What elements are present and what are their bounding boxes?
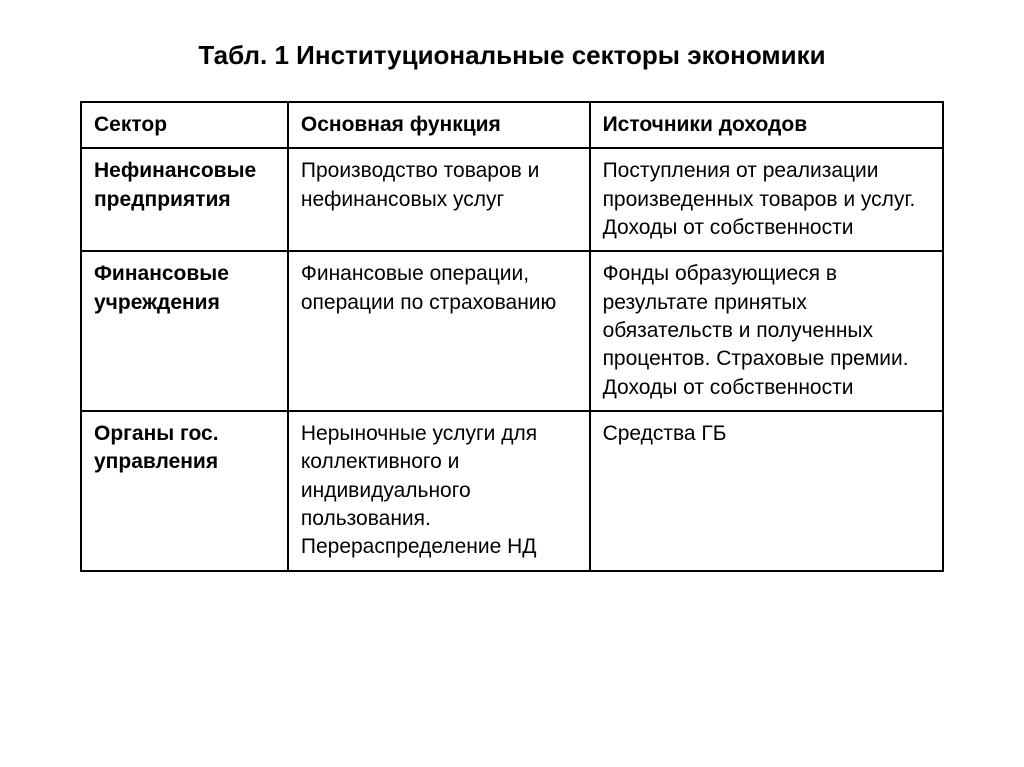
- table-title: Табл. 1 Институциональные секторы эконом…: [80, 40, 944, 71]
- table-row: Финансовые учреждения Финансовые операци…: [81, 251, 943, 411]
- column-header-income: Источники доходов: [590, 102, 943, 148]
- cell-income: Фонды образующиеся в результате принятых…: [590, 251, 943, 411]
- cell-sector: Нефинансовые предприятия: [81, 148, 288, 251]
- cell-income: Поступления от реализации произведенных …: [590, 148, 943, 251]
- column-header-sector: Сектор: [81, 102, 288, 148]
- cell-function: Финансовые операции, операции по страхов…: [288, 251, 590, 411]
- cell-income: Средства ГБ: [590, 411, 943, 571]
- cell-function: Производство товаров и нефинансовых услу…: [288, 148, 590, 251]
- table-row: Органы гос. управления Нерыночные услуги…: [81, 411, 943, 571]
- sectors-table: Сектор Основная функция Источники доходо…: [80, 101, 944, 572]
- cell-sector: Органы гос. управления: [81, 411, 288, 571]
- table-header-row: Сектор Основная функция Источники доходо…: [81, 102, 943, 148]
- cell-function: Нерыночные услуги для коллективного и ин…: [288, 411, 590, 571]
- table-row: Нефинансовые предприятия Производство то…: [81, 148, 943, 251]
- cell-sector: Финансовые учреждения: [81, 251, 288, 411]
- column-header-function: Основная функция: [288, 102, 590, 148]
